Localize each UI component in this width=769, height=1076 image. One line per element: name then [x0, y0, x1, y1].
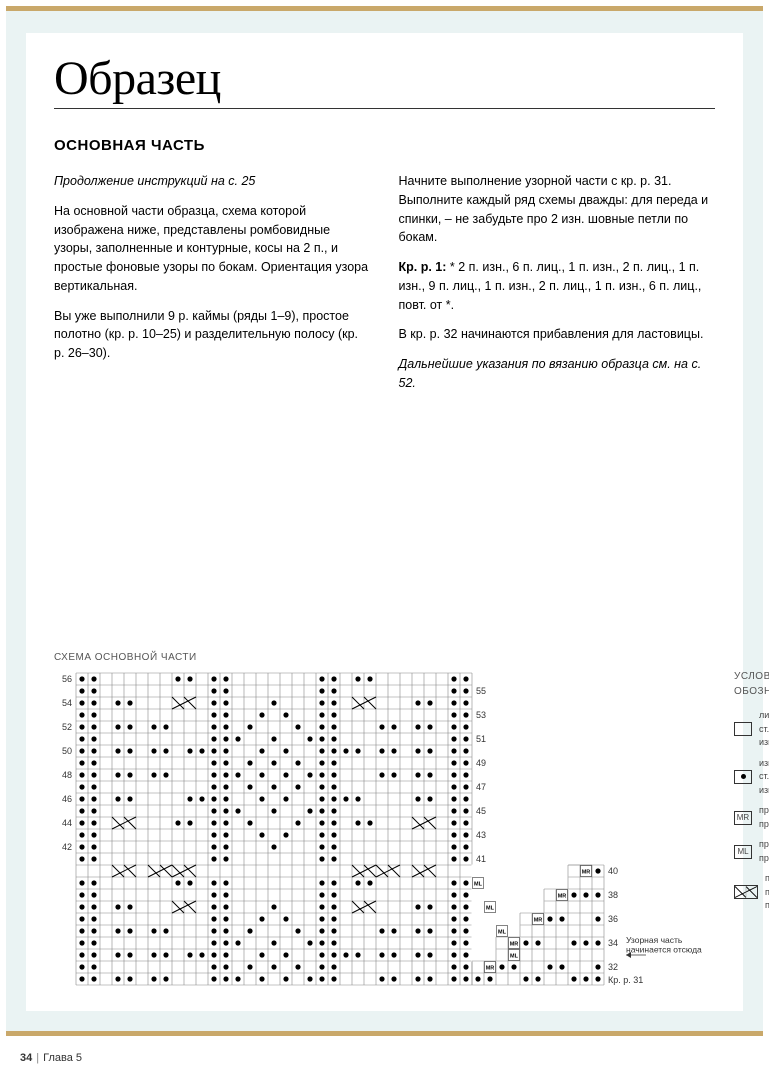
- body-para: Начните выполнение узорной части с кр. р…: [399, 172, 716, 247]
- legend-symbol: [734, 770, 752, 784]
- left-column: Продолжение инструкций на с. 25 На основ…: [54, 172, 371, 404]
- svg-text:32: 32: [608, 962, 618, 972]
- svg-text:34: 34: [608, 938, 618, 948]
- svg-text:41: 41: [476, 854, 486, 864]
- svg-text:36: 36: [608, 914, 618, 924]
- svg-text:51: 51: [476, 734, 486, 744]
- section-heading: ОСНОВНАЯ ЧАСТЬ: [54, 137, 715, 154]
- right-column: Начните выполнение узорной части с кр. р…: [399, 172, 716, 404]
- svg-text:52: 52: [62, 722, 72, 732]
- svg-text:Узорная часть: Узорная часть: [626, 935, 683, 945]
- legend-text: пара перекрещенных п. НП: [765, 872, 769, 913]
- svg-text:38: 38: [608, 890, 618, 900]
- page-frame: Образец ОСНОВНАЯ ЧАСТЬ Продолжение инстр…: [6, 6, 763, 1036]
- svg-text:ML: ML: [510, 954, 519, 960]
- legend-text: лиц. п. на лиц. ст., изн. п. на изн. ст.: [759, 709, 769, 750]
- svg-text:50: 50: [62, 746, 72, 756]
- svg-text:56: 56: [62, 674, 72, 684]
- svg-text:46: 46: [62, 794, 72, 804]
- legend-row: MR приб. 1 п. из протяжки НП: [734, 804, 769, 831]
- svg-text:54: 54: [62, 698, 72, 708]
- svg-text:ML: ML: [474, 882, 483, 888]
- svg-text:начинается отсюда: начинается отсюда: [626, 945, 702, 955]
- page-footer: 34 | Глава 5: [20, 1052, 82, 1064]
- svg-text:42: 42: [62, 842, 72, 852]
- svg-text:MR: MR: [510, 942, 519, 948]
- page-title: Образец: [54, 51, 715, 109]
- chart-title: СХЕМА ОСНОВНОЙ ЧАСТИ: [54, 652, 715, 663]
- body-para: Кр. р. 1: * 2 п. изн., 6 п. лиц., 1 п. и…: [399, 258, 716, 314]
- legend-row: ML приб. 1 п. из протяжки НЛ: [734, 838, 769, 865]
- body-para: На основной части образца, схема которой…: [54, 202, 371, 296]
- chart-section: СХЕМА ОСНОВНОЙ ЧАСТИ 5654525048464442555…: [54, 652, 715, 1001]
- chapter-label: Глава 5: [43, 1052, 82, 1064]
- legend-symbol: [734, 722, 752, 736]
- legend: УСЛОВНЫЕ ОБОЗНАЧЕНИЯ лиц. п. на лиц. ст.…: [734, 669, 769, 920]
- footer-sep: |: [36, 1052, 39, 1064]
- svg-text:55: 55: [476, 686, 486, 696]
- svg-text:MR: MR: [582, 870, 591, 876]
- svg-text:Кр. р. 31: Кр. р. 31: [608, 975, 643, 985]
- knitting-chart: 56 54 52 50 48 46 44 42 55 53 51 49 47 45 43 41 MR MR MR MR…: [54, 669, 714, 1001]
- continuation-note: Дальнейшие указания по вязанию образца с…: [399, 355, 716, 393]
- legend-text: изн. п. на лиц. ст., лиц. п. на изн. ст.: [759, 757, 769, 798]
- svg-text:44: 44: [62, 818, 72, 828]
- svg-text:47: 47: [476, 782, 486, 792]
- svg-text:40: 40: [608, 866, 618, 876]
- svg-text:MR: MR: [486, 966, 495, 972]
- legend-row: изн. п. на лиц. ст., лиц. п. на изн. ст.: [734, 757, 769, 798]
- legend-symbol: MR: [734, 811, 752, 825]
- body-para: Вы уже выполнили 9 р. каймы (ряды 1–9), …: [54, 307, 371, 363]
- legend-title: УСЛОВНЫЕ ОБОЗНАЧЕНИЯ: [734, 669, 769, 699]
- svg-text:48: 48: [62, 770, 72, 780]
- svg-text:MR: MR: [534, 918, 543, 924]
- page-number: 34: [20, 1052, 32, 1064]
- svg-text:53: 53: [476, 710, 486, 720]
- svg-text:45: 45: [476, 806, 486, 816]
- svg-text:43: 43: [476, 830, 486, 840]
- row-label: Кр. р. 1:: [399, 260, 447, 274]
- page-inner: Образец ОСНОВНАЯ ЧАСТЬ Продолжение инстр…: [26, 33, 743, 1011]
- continuation-note: Продолжение инструкций на с. 25: [54, 172, 371, 191]
- legend-text: приб. 1 п. из протяжки НЛ: [759, 838, 769, 865]
- body-para: В кр. р. 32 начинаются прибавления для л…: [399, 325, 716, 344]
- svg-text:ML: ML: [498, 930, 507, 936]
- legend-row: пара перекрещенных п. НП: [734, 872, 769, 913]
- svg-text:ML: ML: [486, 906, 495, 912]
- legend-symbol: [734, 885, 758, 899]
- legend-symbol: ML: [734, 845, 752, 859]
- legend-text: приб. 1 п. из протяжки НП: [759, 804, 769, 831]
- svg-text:MR: MR: [558, 894, 567, 900]
- svg-text:49: 49: [476, 758, 486, 768]
- body-columns: Продолжение инструкций на с. 25 На основ…: [54, 172, 715, 404]
- legend-row: лиц. п. на лиц. ст., изн. п. на изн. ст.: [734, 709, 769, 750]
